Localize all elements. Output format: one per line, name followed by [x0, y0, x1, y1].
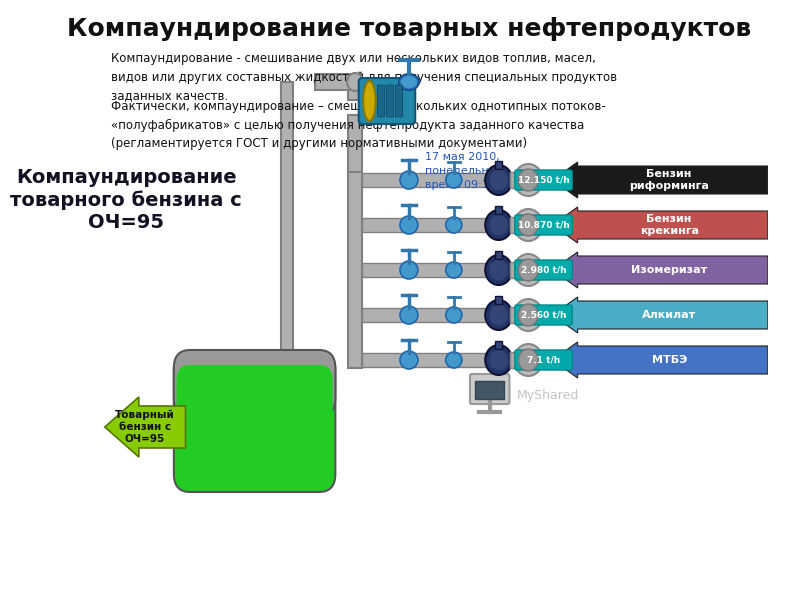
FancyBboxPatch shape — [515, 350, 572, 370]
Circle shape — [518, 214, 538, 236]
FancyArrow shape — [553, 297, 768, 333]
Circle shape — [489, 349, 509, 371]
Circle shape — [518, 169, 538, 191]
Circle shape — [489, 214, 509, 236]
Ellipse shape — [399, 74, 419, 90]
FancyBboxPatch shape — [281, 82, 293, 355]
Ellipse shape — [400, 351, 418, 369]
Text: 2.980 t/h: 2.980 t/h — [521, 265, 566, 275]
Text: 2.560 t/h: 2.560 t/h — [521, 311, 566, 319]
Text: 7.1 t/h: 7.1 t/h — [527, 355, 560, 364]
Circle shape — [514, 299, 542, 331]
Circle shape — [518, 304, 538, 326]
Circle shape — [514, 164, 542, 196]
FancyArrow shape — [553, 342, 768, 378]
FancyBboxPatch shape — [515, 215, 572, 235]
FancyBboxPatch shape — [542, 217, 546, 233]
FancyArrow shape — [105, 397, 186, 457]
Text: Товарный
бензин с
ОЧ=95: Товарный бензин с ОЧ=95 — [115, 410, 175, 443]
FancyArrow shape — [553, 207, 768, 243]
Circle shape — [486, 345, 512, 375]
FancyBboxPatch shape — [174, 352, 335, 492]
FancyArrowPatch shape — [403, 79, 414, 85]
FancyBboxPatch shape — [495, 296, 502, 304]
Text: Фактически, компаундирование – смешение нескольких однотипных потоков-
«полуфабр: Фактически, компаундирование – смешение … — [111, 100, 606, 150]
Circle shape — [514, 254, 542, 286]
FancyBboxPatch shape — [515, 170, 572, 190]
FancyBboxPatch shape — [362, 218, 548, 232]
FancyBboxPatch shape — [378, 85, 385, 117]
Circle shape — [489, 259, 509, 281]
Ellipse shape — [400, 216, 418, 234]
FancyBboxPatch shape — [362, 308, 548, 322]
Circle shape — [518, 349, 538, 371]
Ellipse shape — [446, 352, 462, 368]
Ellipse shape — [446, 217, 462, 233]
Circle shape — [486, 255, 512, 285]
FancyArrowPatch shape — [403, 79, 414, 85]
FancyBboxPatch shape — [348, 75, 362, 100]
Ellipse shape — [446, 172, 462, 188]
Circle shape — [486, 165, 512, 195]
FancyBboxPatch shape — [515, 305, 572, 325]
FancyBboxPatch shape — [510, 172, 515, 188]
FancyBboxPatch shape — [542, 262, 546, 278]
Text: Изомеризат: Изомеризат — [631, 265, 707, 275]
Text: Компаундирование - смешивание двух или нескольких видов топлив, масел,
видов или: Компаундирование - смешивание двух или н… — [111, 52, 617, 102]
Circle shape — [486, 300, 512, 330]
Text: 17 мая 2010,
понедельник,
время 09:17: 17 мая 2010, понедельник, время 09:17 — [425, 152, 506, 190]
Text: 12.150 t/h: 12.150 t/h — [518, 175, 570, 185]
FancyBboxPatch shape — [386, 85, 394, 117]
Ellipse shape — [400, 75, 418, 89]
FancyBboxPatch shape — [395, 85, 402, 117]
FancyBboxPatch shape — [515, 260, 572, 280]
FancyBboxPatch shape — [314, 74, 362, 90]
Text: Бензин
риформинга: Бензин риформинга — [630, 169, 709, 191]
FancyBboxPatch shape — [542, 352, 546, 368]
FancyBboxPatch shape — [362, 263, 548, 277]
Text: Бензин
крекинга: Бензин крекинга — [640, 214, 698, 236]
FancyBboxPatch shape — [495, 341, 502, 349]
Ellipse shape — [400, 171, 418, 189]
Ellipse shape — [446, 307, 462, 323]
FancyBboxPatch shape — [362, 353, 548, 367]
FancyBboxPatch shape — [510, 217, 515, 233]
FancyBboxPatch shape — [348, 172, 362, 368]
FancyBboxPatch shape — [470, 374, 510, 404]
Ellipse shape — [446, 262, 462, 278]
Circle shape — [514, 209, 542, 241]
FancyBboxPatch shape — [510, 307, 515, 323]
Text: МТБЭ: МТБЭ — [651, 355, 686, 365]
FancyArrow shape — [553, 252, 768, 288]
Ellipse shape — [347, 73, 363, 91]
Text: Компаундирование товарных нефтепродуктов: Компаундирование товарных нефтепродуктов — [67, 17, 751, 41]
FancyBboxPatch shape — [177, 365, 333, 489]
FancyBboxPatch shape — [495, 161, 502, 169]
FancyBboxPatch shape — [358, 78, 415, 124]
Ellipse shape — [400, 306, 418, 324]
FancyBboxPatch shape — [348, 115, 362, 172]
Circle shape — [518, 259, 538, 281]
Circle shape — [489, 169, 509, 191]
FancyBboxPatch shape — [510, 352, 515, 368]
FancyBboxPatch shape — [475, 381, 504, 399]
FancyBboxPatch shape — [495, 206, 502, 214]
FancyBboxPatch shape — [510, 262, 515, 278]
Text: Компаундирование
товарного бензина с
ОЧ=95: Компаундирование товарного бензина с ОЧ=… — [10, 168, 242, 232]
Ellipse shape — [363, 81, 376, 121]
Text: MyShared: MyShared — [517, 389, 579, 401]
Circle shape — [486, 210, 512, 240]
FancyBboxPatch shape — [542, 307, 546, 323]
FancyBboxPatch shape — [542, 172, 546, 188]
Circle shape — [514, 344, 542, 376]
Ellipse shape — [400, 261, 418, 279]
FancyBboxPatch shape — [174, 350, 335, 416]
Text: Алкилат: Алкилат — [642, 310, 696, 320]
Circle shape — [489, 304, 509, 326]
FancyBboxPatch shape — [495, 251, 502, 259]
FancyBboxPatch shape — [362, 173, 548, 187]
FancyArrow shape — [553, 162, 768, 198]
Text: 10.870 t/h: 10.870 t/h — [518, 220, 570, 229]
